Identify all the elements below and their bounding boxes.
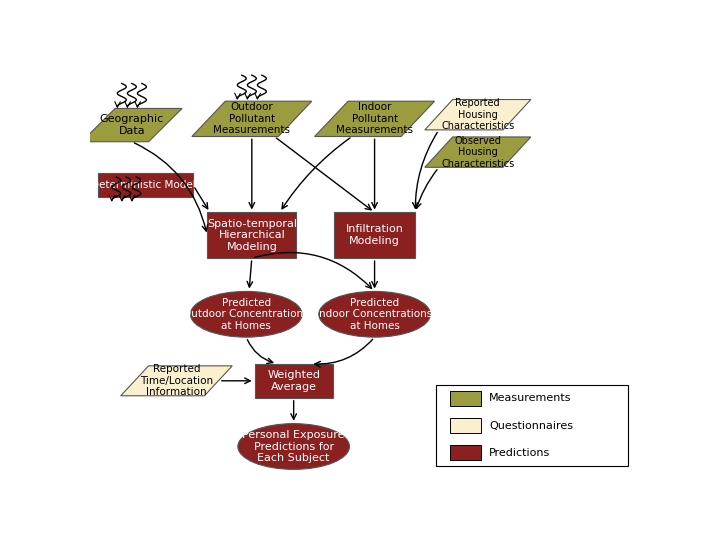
Polygon shape	[192, 101, 312, 137]
Polygon shape	[81, 109, 182, 141]
Text: Predicted
Indoor Concentrations
at Homes: Predicted Indoor Concentrations at Homes	[317, 298, 433, 331]
Text: Geographic
Data: Geographic Data	[100, 114, 164, 136]
Text: Reported
Time/Location
Information: Reported Time/Location Information	[140, 364, 213, 397]
FancyBboxPatch shape	[99, 173, 193, 198]
Text: Measurements: Measurements	[489, 394, 572, 403]
Text: Predictions: Predictions	[489, 448, 550, 457]
Polygon shape	[121, 366, 233, 396]
Text: Outdoor
Pollutant
Measurements: Outdoor Pollutant Measurements	[213, 102, 290, 136]
Ellipse shape	[238, 424, 349, 469]
Text: Infiltration
Modeling: Infiltration Modeling	[346, 225, 403, 246]
FancyBboxPatch shape	[207, 212, 297, 258]
Polygon shape	[315, 101, 435, 137]
FancyBboxPatch shape	[450, 391, 481, 406]
Text: Indoor
Pollutant
Measurements: Indoor Pollutant Measurements	[336, 102, 413, 136]
Polygon shape	[425, 99, 531, 130]
FancyBboxPatch shape	[436, 385, 629, 466]
FancyBboxPatch shape	[450, 418, 481, 433]
Text: Weighted
Average: Weighted Average	[267, 370, 320, 392]
Text: Questionnaires: Questionnaires	[489, 421, 573, 430]
Polygon shape	[425, 137, 531, 167]
Text: Deterministic Models: Deterministic Models	[91, 180, 201, 191]
FancyBboxPatch shape	[334, 212, 415, 258]
Text: Observed
Housing
Characteristics: Observed Housing Characteristics	[441, 136, 514, 168]
Ellipse shape	[190, 292, 302, 337]
Ellipse shape	[319, 292, 431, 337]
Text: Spatio-temporal
Hierarchical
Modeling: Spatio-temporal Hierarchical Modeling	[207, 219, 297, 252]
FancyBboxPatch shape	[450, 446, 481, 460]
Text: Reported
Housing
Characteristics: Reported Housing Characteristics	[441, 98, 514, 131]
Text: Personal Exposure
Predictions for
Each Subject: Personal Exposure Predictions for Each S…	[243, 430, 345, 463]
FancyBboxPatch shape	[255, 364, 333, 398]
Text: Predicted
Outdoor Concentrations
at Homes: Predicted Outdoor Concentrations at Home…	[184, 298, 309, 331]
